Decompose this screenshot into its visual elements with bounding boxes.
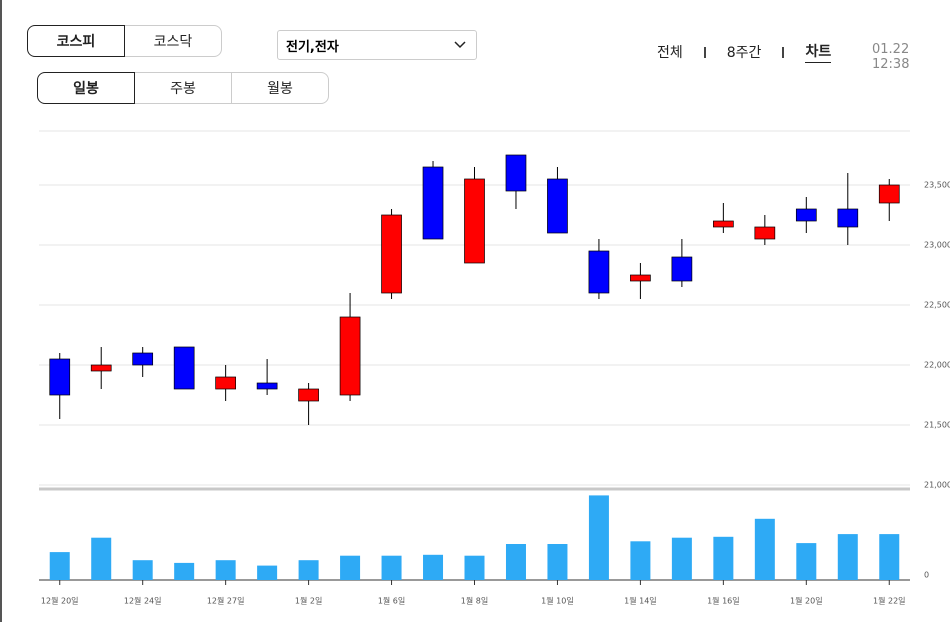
market-tab[interactable]: 코스닥 — [124, 25, 222, 57]
volume-bar — [174, 562, 195, 580]
volume-bar — [547, 544, 568, 580]
candle-body — [588, 250, 610, 294]
candle-body — [713, 220, 734, 228]
volume-bar — [630, 541, 651, 580]
y-tick-label: 21,500 — [924, 421, 950, 430]
x-tick-label: 1월 6일 — [378, 596, 405, 606]
candle-body — [464, 178, 485, 264]
period-tab[interactable]: 월봉 — [231, 72, 329, 104]
y-tick-label: 23,000 — [924, 241, 950, 250]
y-tick-label: 22,500 — [924, 301, 950, 310]
volume-bar — [91, 537, 112, 580]
sector-select-label: 전기,전자 — [286, 39, 339, 55]
volume-bar — [837, 534, 858, 580]
candle-body — [671, 256, 693, 282]
volume-bar — [754, 518, 775, 580]
candle-body — [837, 208, 859, 228]
candle-body — [630, 274, 651, 282]
candle-body — [422, 166, 444, 240]
view-tabs: 전체 8주간 차트 — [657, 41, 832, 63]
x-tick-label: 12월 20일 — [41, 596, 79, 606]
volume-bar — [713, 536, 734, 580]
y-tick-label: 22,000 — [924, 361, 950, 370]
candle-body — [256, 382, 278, 390]
volume-bar — [49, 552, 70, 580]
period-tab[interactable]: 일봉 — [37, 72, 135, 104]
candle-body — [381, 214, 402, 294]
volume-bar — [464, 555, 485, 580]
view-tab[interactable]: 차트 — [805, 41, 832, 63]
separator — [782, 46, 785, 58]
volume-bar — [505, 544, 526, 580]
candle-body — [795, 208, 817, 222]
x-tick-label: 12월 27일 — [207, 596, 245, 606]
candle-body — [173, 346, 195, 390]
market-tab[interactable]: 코스피 — [27, 25, 125, 57]
candle-body — [547, 178, 568, 234]
period-tabs: 일봉 주봉 월봉 — [37, 72, 329, 104]
volume-bar — [132, 560, 153, 580]
volume-bar — [588, 495, 609, 580]
x-tick-label: 1월 10일 — [541, 596, 574, 606]
view-tab[interactable]: 전체 — [657, 45, 683, 61]
candle-body — [298, 388, 319, 402]
candle-body — [754, 226, 776, 240]
volume-bar — [298, 560, 319, 580]
volume-bar — [671, 537, 692, 580]
y-tick-label: 21,000 — [924, 481, 950, 490]
view-tab[interactable]: 8주간 — [726, 45, 762, 61]
x-tick-label: 1월 20일 — [790, 596, 823, 606]
volume-bar — [340, 555, 361, 580]
candle-body — [215, 376, 236, 390]
volume-bar — [381, 555, 402, 580]
market-tabs: 코스피 코스닥 — [27, 25, 222, 57]
chevron-icon — [454, 41, 466, 49]
timestamp: 01.22 12:38 — [872, 42, 910, 72]
volume-bar — [257, 565, 278, 580]
candle-body — [49, 358, 71, 396]
candle-body — [132, 352, 154, 366]
x-tick-label: 1월 8일 — [461, 596, 488, 606]
volume-bar — [423, 554, 444, 580]
x-tick-label: 1월 16일 — [707, 596, 740, 606]
x-tick-label: 1월 2일 — [295, 596, 322, 606]
volume-tick-label: 0 — [924, 571, 929, 580]
y-tick-label: 23,500 — [924, 181, 950, 190]
period-tab[interactable]: 주봉 — [134, 72, 232, 104]
x-tick-label: 1월 22일 — [873, 596, 906, 606]
volume-bar — [879, 534, 900, 580]
candle-body — [339, 316, 361, 396]
x-tick-label: 1월 14일 — [624, 596, 657, 606]
candle-body — [90, 364, 112, 372]
candle-body — [878, 184, 900, 204]
volume-bar — [215, 560, 236, 580]
candle-body — [505, 154, 527, 192]
volume-bar — [796, 543, 817, 580]
separator — [703, 46, 706, 58]
sector-select[interactable]: 전기,전자 — [277, 30, 477, 60]
x-tick-label: 12월 24일 — [124, 596, 162, 606]
